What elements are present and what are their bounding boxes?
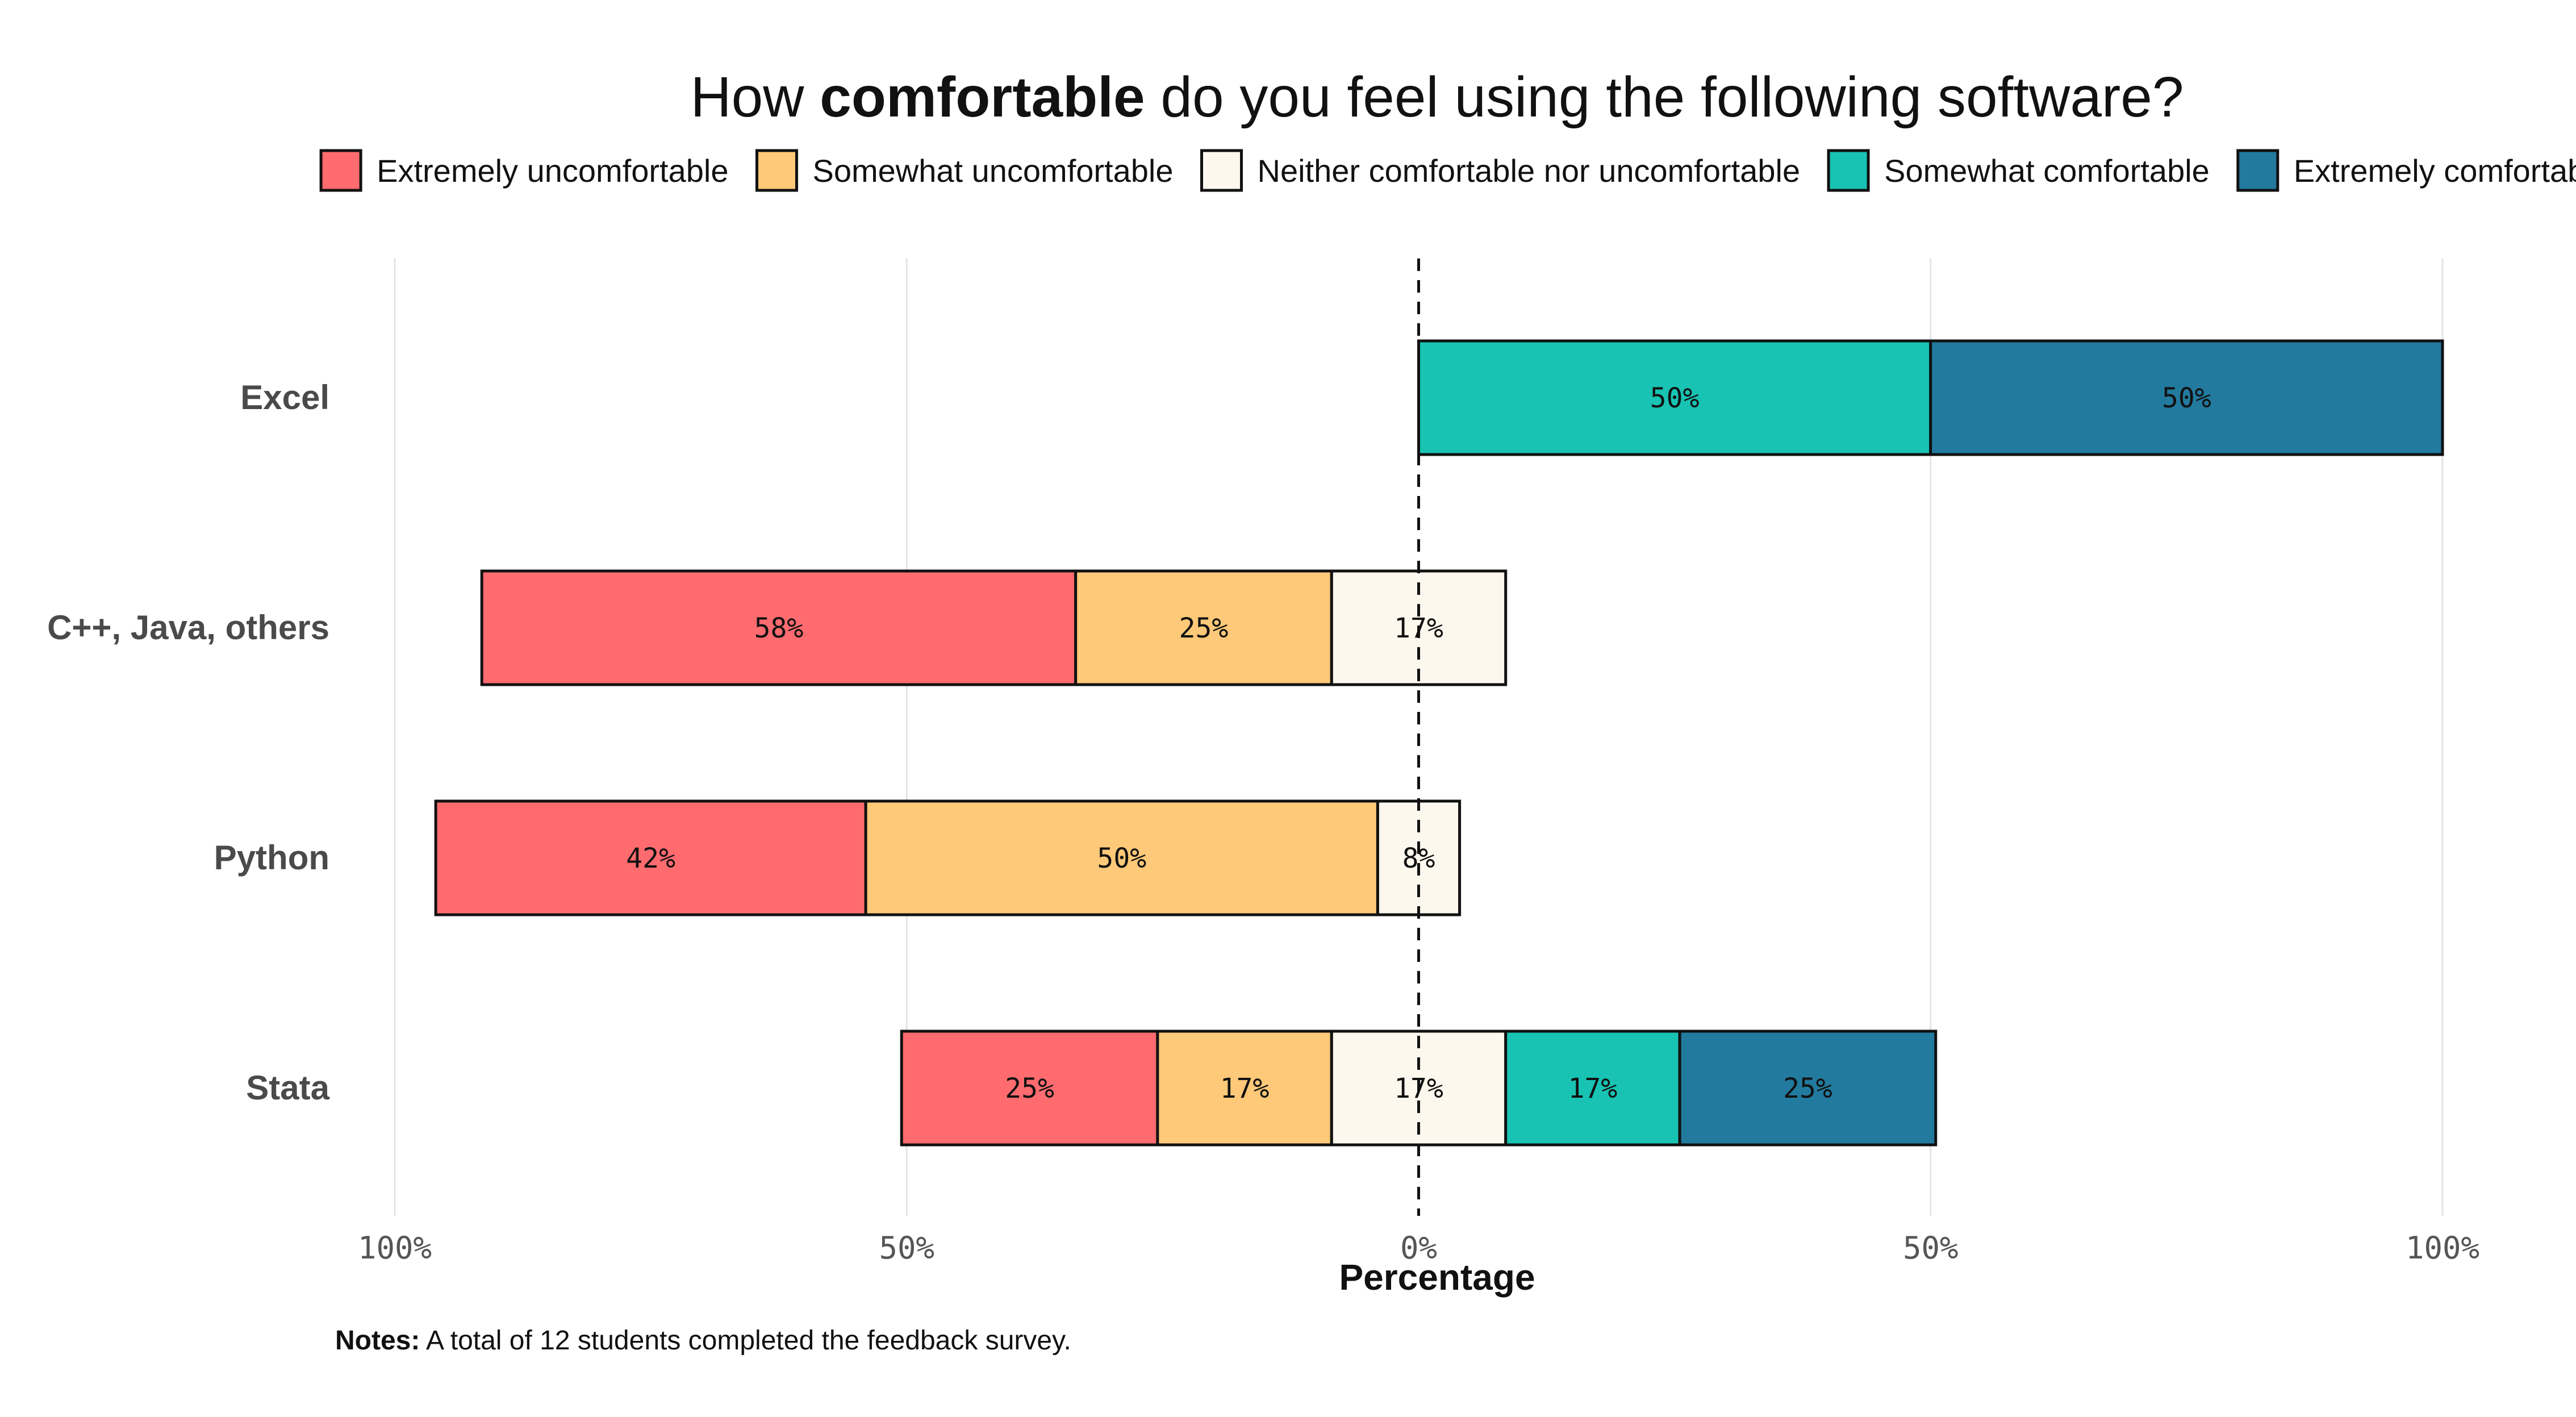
- data-label: 25%: [1179, 612, 1229, 644]
- category-label-python: Python: [214, 839, 329, 877]
- legend-swatch: [319, 149, 362, 192]
- x-tick-label: 50%: [879, 1230, 934, 1266]
- legend-label: Extremely uncomfortable: [377, 153, 728, 189]
- title-emphasis: comfortable: [820, 65, 1145, 129]
- x-tick-label: 100%: [2406, 1230, 2479, 1266]
- data-label: 17%: [1394, 612, 1443, 644]
- bar-python-extremely-uncomfortable: [434, 799, 867, 916]
- legend-item-somewhat-comfortable: Somewhat comfortable: [1827, 149, 2210, 192]
- data-label: 42%: [626, 843, 675, 874]
- data-label: 25%: [1783, 1073, 1832, 1105]
- data-label: 50%: [1650, 382, 1700, 414]
- legend-item-somewhat-uncomfortable: Somewhat uncomfortable: [755, 149, 1174, 192]
- notes-text: A total of 12 students completed the fee…: [420, 1326, 1071, 1356]
- chart-title: How comfortable do you feel using the fo…: [690, 65, 2183, 129]
- legend-label: Somewhat comfortable: [1884, 153, 2210, 189]
- title-suffix: do you feel using the following software…: [1145, 65, 2184, 129]
- category-axis: Excel C++, Java, others Python Stata: [47, 378, 330, 1107]
- bar-stata-somewhat-uncomfortable: [1156, 1030, 1333, 1147]
- x-tick-label: 0%: [1400, 1230, 1437, 1266]
- bar-c-java-others-extremely-uncomfortable: [480, 569, 1078, 686]
- legend: Extremely uncomfortable Somewhat uncomfor…: [319, 149, 2576, 192]
- data-label: 25%: [1005, 1073, 1054, 1105]
- legend-label: Somewhat uncomfortable: [812, 153, 1173, 189]
- data-label: 50%: [2162, 382, 2211, 414]
- data-label: 17%: [1220, 1073, 1270, 1105]
- data-label: 58%: [754, 612, 804, 644]
- data-labels: 50% 50% 58% 25% 17% 42% 50% 8% 25% 17% 17% 17% 25%: [626, 382, 2211, 1105]
- bar-excel-extremely-comfortable: [1929, 339, 2444, 456]
- bar-stata-extremely-comfortable: [1678, 1030, 1938, 1147]
- bar-stata-somewhat-comfortable: [1504, 1030, 1681, 1147]
- data-label: 17%: [1394, 1073, 1443, 1105]
- bar-c-java-others-somewhat-uncomfortable: [1074, 569, 1333, 686]
- x-tick-label: 50%: [1903, 1230, 1959, 1266]
- data-label: 50%: [1097, 843, 1146, 874]
- legend-swatch: [755, 149, 798, 192]
- notes-label: Notes:: [335, 1326, 420, 1356]
- legend-item-extremely-comfortable: Extremely comfortable: [2236, 149, 2576, 192]
- bar-stata-extremely-uncomfortable: [900, 1030, 1159, 1147]
- legend-item-neither-comfortable-nor-uncomfortable: Neither comfortable nor uncomfortable: [1200, 149, 1801, 192]
- x-tick-label: 100%: [358, 1230, 432, 1266]
- legend-label: Extremely comfortable: [2294, 153, 2576, 189]
- legend-item-extremely-uncomfortable: Extremely uncomfortable: [319, 149, 728, 192]
- title-prefix: How: [690, 65, 820, 129]
- category-label-excel: Excel: [240, 378, 329, 416]
- x-axis-ticks: 100% 50% 0% 50% 100%: [358, 1230, 2479, 1266]
- legend-swatch: [1200, 149, 1243, 192]
- data-label: 8%: [1402, 843, 1435, 874]
- legend-swatch: [2236, 149, 2279, 192]
- legend-label: Neither comfortable nor uncomfortable: [1258, 153, 1801, 189]
- category-label-c-java-others: C++, Java, others: [47, 609, 329, 647]
- category-label-stata: Stata: [246, 1069, 329, 1107]
- x-axis-label: Percentage: [1339, 1257, 1535, 1298]
- legend-swatch: [1827, 149, 1870, 192]
- bars: [434, 339, 2444, 1147]
- bar-excel-somewhat-comfortable: [1417, 339, 1932, 456]
- notes: Notes: A total of 12 students completed …: [335, 1326, 1071, 1356]
- data-label: 17%: [1568, 1073, 1618, 1105]
